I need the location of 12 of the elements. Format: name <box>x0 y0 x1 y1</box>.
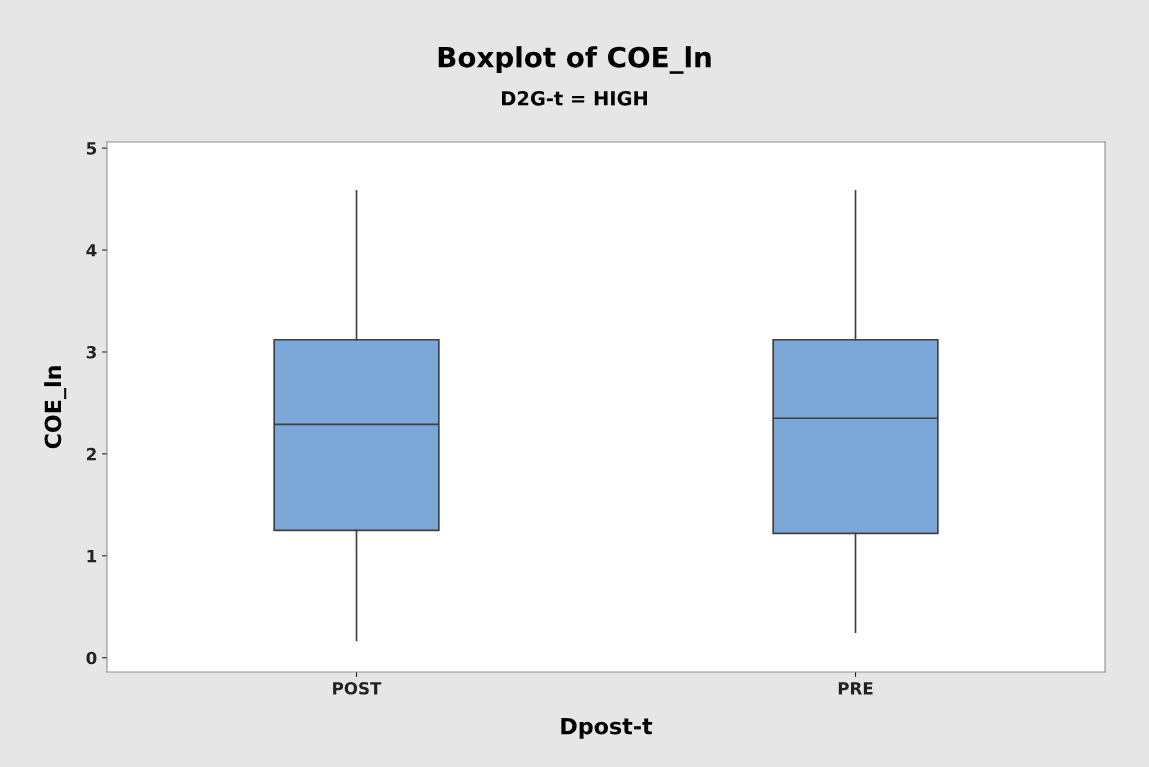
x-tick-label: POST <box>333 682 382 695</box>
y-axis-title: COE_ln <box>44 366 67 449</box>
chart-subtitle: D2G-t = HIGH <box>502 90 647 106</box>
y-tick-label: 0 <box>86 651 97 665</box>
y-tick-label: 3 <box>86 345 96 359</box>
y-tick-label: 4 <box>86 244 97 257</box>
y-tick-label: 2 <box>87 447 96 461</box>
y-tick-label: 5 <box>86 142 97 155</box>
chart-title: Boxplot of COE_ln <box>438 46 711 74</box>
x-tick-label: PRE <box>838 682 873 695</box>
y-tick-label: 1 <box>87 549 97 563</box>
x-axis-title: Dpost-t <box>561 717 653 739</box>
